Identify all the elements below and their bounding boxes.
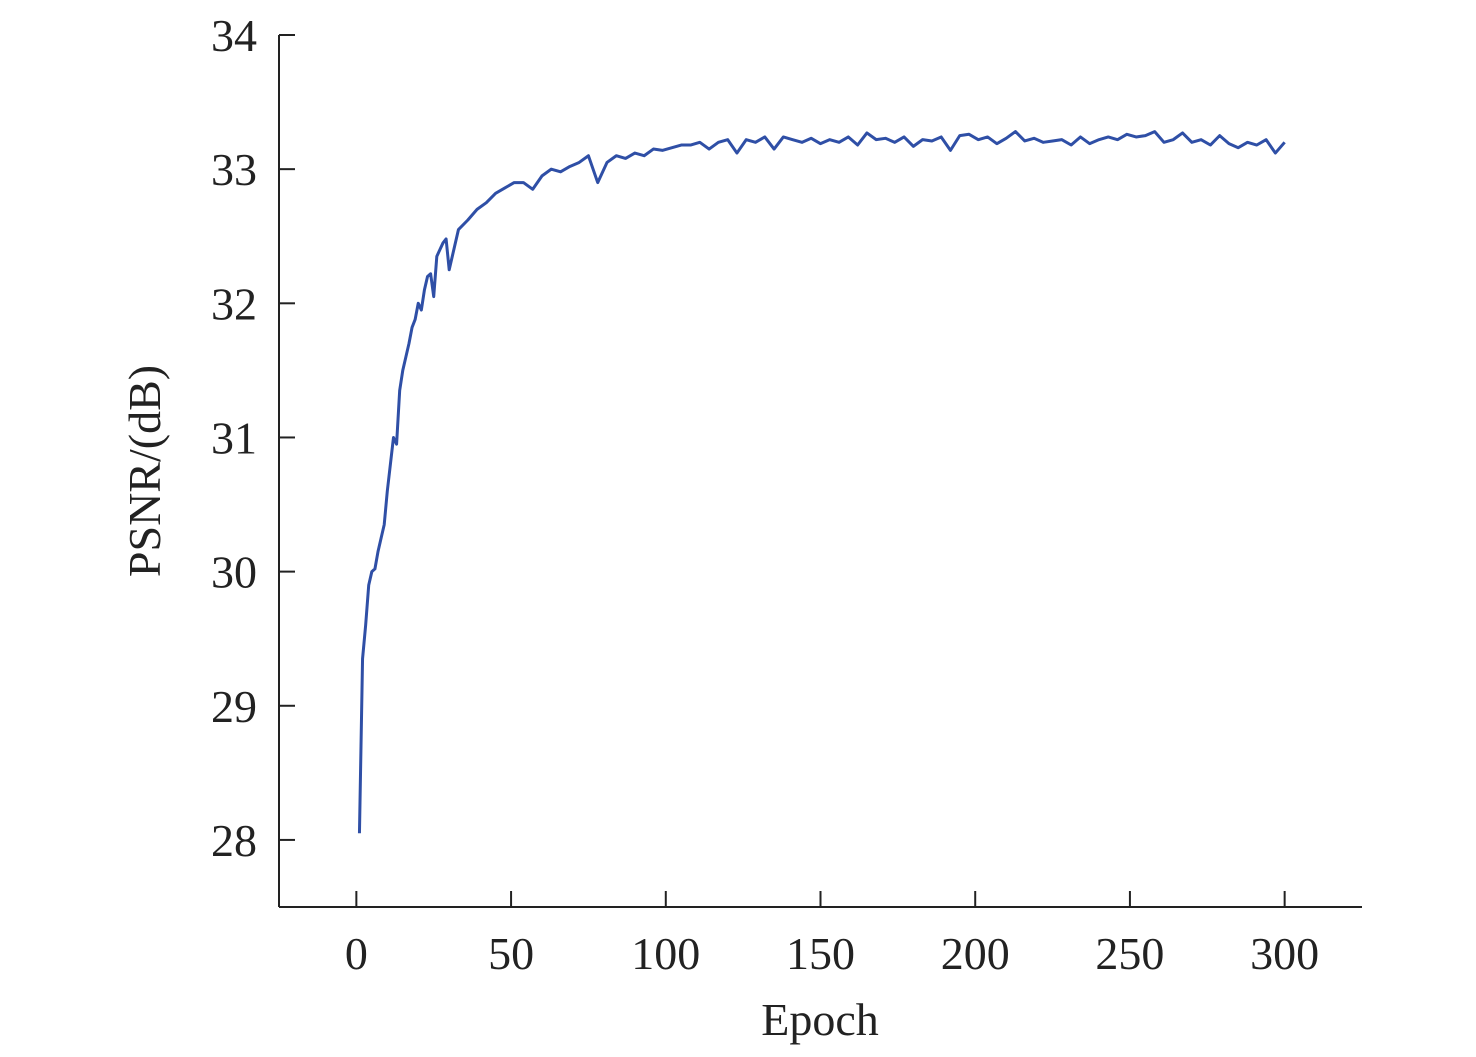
y-tick-label: 34 xyxy=(211,10,257,61)
y-axis-label: PSNR/(dB) xyxy=(119,365,170,577)
line-series xyxy=(357,130,1286,834)
x-tick-label: 200 xyxy=(941,928,1010,979)
y-tick-label: 29 xyxy=(211,681,257,732)
x-tick-label: 50 xyxy=(488,928,534,979)
x-tick-label: 0 xyxy=(345,928,368,979)
y-tick-label: 33 xyxy=(211,144,257,195)
y-tick-label: 28 xyxy=(211,815,257,866)
y-tick-label: 31 xyxy=(211,412,257,463)
x-tick-label: 100 xyxy=(631,928,700,979)
y-tick-label: 32 xyxy=(211,278,257,329)
x-tick-label: 250 xyxy=(1095,928,1164,979)
y-tick-label: 30 xyxy=(211,547,257,598)
x-axis-label: Epoch xyxy=(761,994,879,1045)
x-tick-label: 300 xyxy=(1250,928,1319,979)
x-tick-label: 150 xyxy=(786,928,855,979)
